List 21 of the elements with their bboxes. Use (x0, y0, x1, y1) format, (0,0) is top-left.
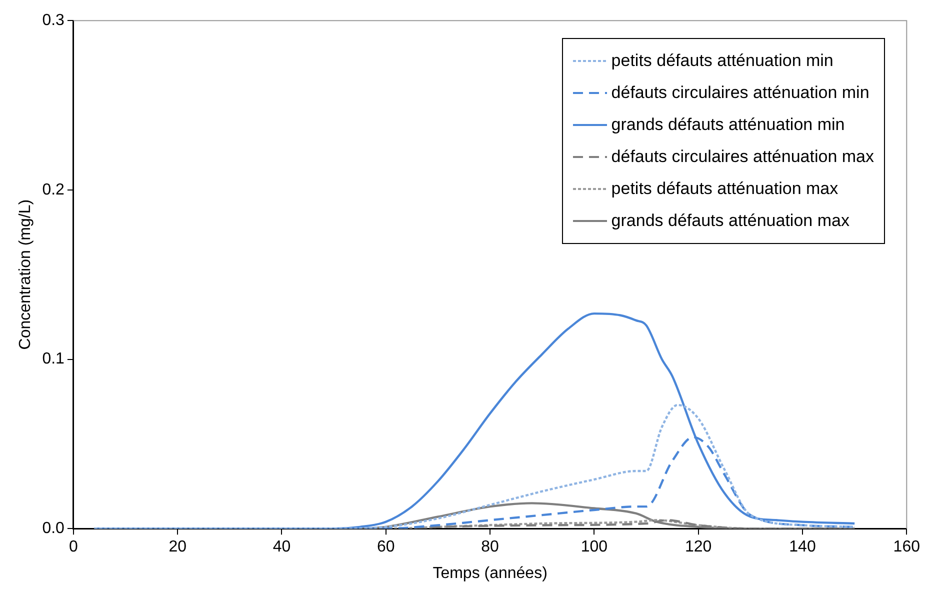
x-tick-label: 160 (893, 538, 920, 556)
legend-label: défauts circulaires atténuation max (611, 147, 874, 167)
x-tick-label: 40 (272, 538, 291, 556)
legend-label: grands défauts atténuation min (611, 115, 845, 135)
x-axis-title: Temps (années) (432, 564, 548, 582)
x-tick-label: 20 (168, 538, 187, 556)
y-tick-label: 0.0 (42, 520, 65, 538)
legend-label: grands défauts atténuation max (611, 211, 850, 231)
x-tick-label: 0 (68, 538, 78, 556)
legend-label: défauts circulaires atténuation min (611, 83, 870, 103)
y-axis-title: Concentration (mg/L) (17, 199, 34, 350)
x-tick-label: 140 (789, 538, 816, 556)
y-tick-label: 0.2 (42, 181, 65, 198)
y-tick-label: 0.3 (42, 12, 65, 30)
x-tick-label: 60 (377, 538, 395, 556)
legend-label: petits défauts atténuation min (611, 51, 834, 71)
x-tick-label: 100 (580, 538, 608, 556)
x-tick-label: 80 (481, 538, 500, 556)
legend-label: petits défauts atténuation max (611, 179, 838, 199)
y-tick-label: 0.1 (42, 350, 65, 368)
x-tick-label: 120 (685, 538, 712, 556)
